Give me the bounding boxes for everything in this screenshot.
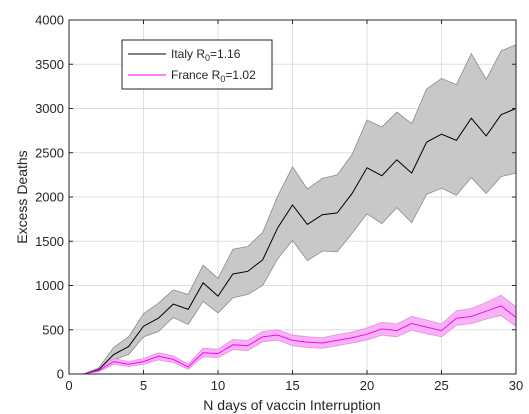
y-tick-label: 3000 (35, 101, 64, 116)
y-axis-ticks: 0 500 1000 1500 2000 2500 3000 3500 4000 (35, 13, 516, 382)
legend-box (121, 39, 273, 90)
y-tick-label: 0 (57, 367, 64, 382)
y-tick-label: 1500 (35, 234, 64, 249)
y-tick-label: 2500 (35, 145, 64, 160)
y-tick-label: 1000 (35, 278, 64, 293)
legend: Italy R0=1.16 France R0=1.02 (121, 39, 273, 90)
x-tick-label: 20 (360, 378, 374, 393)
x-tick-label: 15 (285, 378, 299, 393)
legend-label-france: France R0=1.02 (171, 68, 256, 84)
y-tick-label: 500 (42, 322, 64, 337)
y-tick-label: 4000 (35, 13, 64, 28)
x-tick-label: 5 (140, 378, 147, 393)
series-line-france (83, 305, 517, 375)
y-tick-label: 2000 (35, 190, 64, 205)
x-tick-label: 30 (509, 378, 523, 393)
x-tick-label: 25 (434, 378, 448, 393)
legend-label-italy: Italy R0=1.16 (171, 47, 241, 63)
series-lines (83, 108, 517, 375)
series-line-italy (83, 108, 517, 375)
x-tick-label: 0 (65, 378, 72, 393)
x-axis-label: N days of vaccin Interruption (203, 397, 380, 413)
y-tick-label: 3500 (35, 57, 64, 72)
x-tick-label: 10 (211, 378, 225, 393)
x-axis-ticks: 0 5 10 15 20 25 30 (65, 20, 523, 393)
y-axis-label: Excess Deaths (14, 150, 30, 243)
